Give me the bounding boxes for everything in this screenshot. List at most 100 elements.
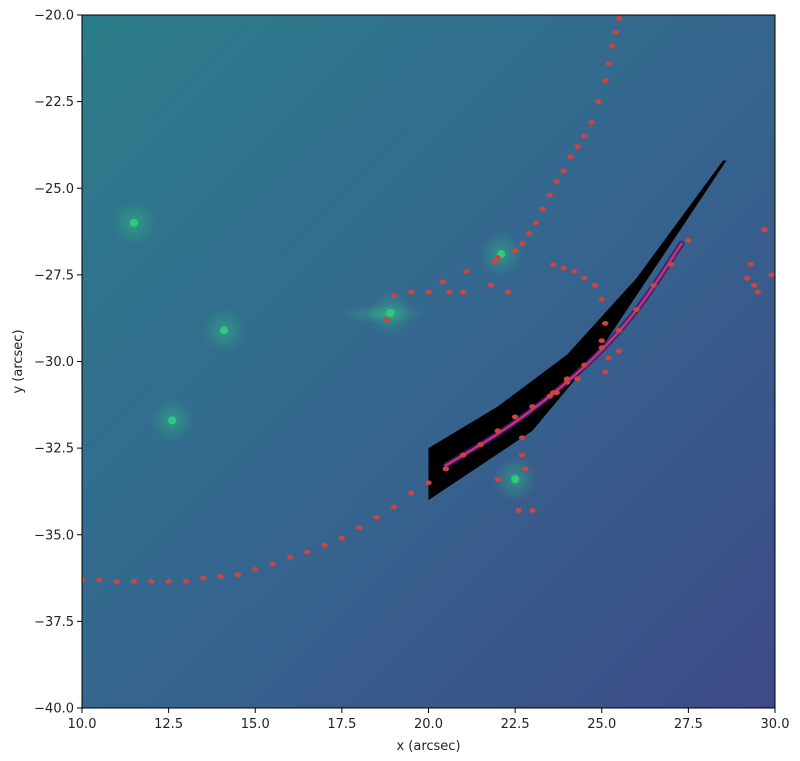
x-axis-label: x (arcsec) — [396, 739, 460, 754]
data-point-0-2 — [113, 579, 120, 584]
data-point-0-73 — [598, 338, 605, 344]
data-point-0-58 — [581, 133, 588, 139]
data-point-0-50 — [525, 230, 533, 236]
data-point-0-68 — [570, 269, 578, 274]
data-point-0-81 — [518, 435, 526, 441]
data-point-0-56 — [567, 154, 574, 160]
y-axis-label: y (arcsec) — [11, 329, 26, 393]
data-point-0-0 — [82, 577, 86, 583]
data-point-0-74 — [605, 355, 612, 361]
data-point-0-22 — [459, 452, 467, 458]
data-point-0-49 — [518, 241, 526, 247]
data-point-0-75 — [615, 348, 623, 354]
x-tick-label-4: 20.0 — [414, 717, 443, 732]
data-point-0-86 — [529, 508, 536, 513]
data-point-0-71 — [598, 296, 605, 302]
data-point-0-5 — [165, 579, 172, 584]
data-point-0-32 — [633, 307, 640, 312]
data-point-0-92 — [768, 272, 775, 278]
data-point-0-37 — [494, 255, 501, 260]
y-tick-label-7: −37.5 — [34, 615, 74, 630]
data-point-0-10 — [252, 567, 259, 572]
plot-area — [81, 14, 776, 709]
data-point-0-31 — [615, 327, 623, 333]
data-point-0-60 — [595, 99, 602, 105]
data-point-0-80 — [550, 390, 557, 396]
data-point-0-76 — [602, 369, 609, 375]
data-point-0-1 — [96, 577, 103, 583]
data-point-0-69 — [581, 275, 588, 281]
data-point-0-11 — [269, 561, 276, 567]
data-point-0-12 — [286, 554, 294, 560]
data-point-0-26 — [529, 404, 536, 409]
data-point-0-48 — [511, 248, 519, 254]
data-point-0-21 — [442, 466, 450, 472]
x-tick-label-0: 10.0 — [68, 717, 97, 732]
data-point-0-43 — [446, 289, 453, 295]
data-point-0-34 — [667, 262, 675, 267]
data-point-0-78 — [563, 379, 571, 385]
data-point-0-35 — [685, 237, 692, 243]
source-core-2 — [168, 416, 177, 425]
data-point-0-64 — [612, 29, 619, 35]
x-tick-label-5: 22.5 — [501, 717, 530, 732]
data-point-0-24 — [494, 428, 501, 434]
critical-curve-points — [82, 16, 775, 584]
data-point-0-52 — [539, 206, 547, 212]
data-point-0-47 — [383, 317, 391, 323]
data-point-0-59 — [588, 120, 595, 125]
data-point-0-42 — [425, 289, 432, 295]
data-point-0-82 — [518, 452, 526, 458]
data-point-0-19 — [407, 490, 415, 496]
data-point-0-36 — [491, 258, 498, 264]
data-point-0-57 — [574, 144, 581, 150]
data-point-0-27 — [546, 393, 553, 399]
data-point-0-15 — [338, 535, 346, 541]
data-point-0-14 — [321, 542, 328, 548]
lensed-arc-band — [428, 160, 758, 501]
data-point-0-25 — [511, 414, 519, 420]
data-point-0-67 — [560, 265, 567, 271]
data-point-0-6 — [182, 579, 190, 584]
y-axis: −20.0 −22.5 −25.0 −27.5 −30.0 −32.5 −35.0 −37.5… — [34, 9, 82, 717]
source-core-5 — [511, 475, 520, 484]
data-point-0-87 — [747, 262, 754, 267]
x-tick-label-3: 17.5 — [327, 717, 356, 732]
data-point-0-38 — [463, 269, 470, 274]
source-elongated-glow — [337, 303, 428, 324]
data-point-0-23 — [477, 442, 484, 448]
source-core-1 — [220, 326, 229, 335]
data-point-0-54 — [553, 178, 560, 184]
data-point-0-83 — [522, 466, 529, 472]
data-point-0-4 — [148, 579, 155, 584]
data-point-0-30 — [598, 345, 605, 351]
data-point-0-41 — [390, 293, 398, 299]
y-tick-label-8: −40.0 — [34, 702, 74, 717]
data-point-0-89 — [751, 282, 758, 288]
data-point-0-46 — [504, 289, 512, 295]
image-background — [82, 15, 775, 708]
data-point-0-63 — [608, 43, 616, 49]
data-point-0-77 — [574, 376, 581, 382]
data-point-0-85 — [515, 508, 522, 513]
y-tick-label-1: −22.5 — [34, 95, 74, 110]
x-tick-label-6: 25.0 — [587, 717, 616, 732]
y-tick-label-6: −35.0 — [34, 528, 74, 543]
data-point-0-13 — [304, 549, 311, 555]
data-point-0-70 — [591, 282, 599, 288]
data-point-0-28 — [563, 376, 571, 382]
data-point-0-16 — [356, 525, 363, 531]
data-point-0-62 — [605, 61, 612, 66]
data-point-0-45 — [487, 282, 495, 288]
data-point-0-72 — [602, 320, 609, 326]
data-point-0-51 — [532, 220, 540, 226]
data-point-0-84 — [494, 476, 501, 482]
y-tick-label-2: −25.0 — [34, 182, 74, 197]
data-point-0-39 — [439, 279, 446, 285]
x-axis: 10.0 12.5 15.0 17.5 20.0 22.5 25.0 27.5 30.0 — [68, 708, 789, 732]
data-point-0-53 — [546, 192, 553, 198]
source-core-0 — [129, 218, 138, 227]
data-point-0-8 — [217, 573, 224, 579]
data-point-0-17 — [373, 515, 380, 520]
data-point-0-61 — [602, 78, 609, 84]
